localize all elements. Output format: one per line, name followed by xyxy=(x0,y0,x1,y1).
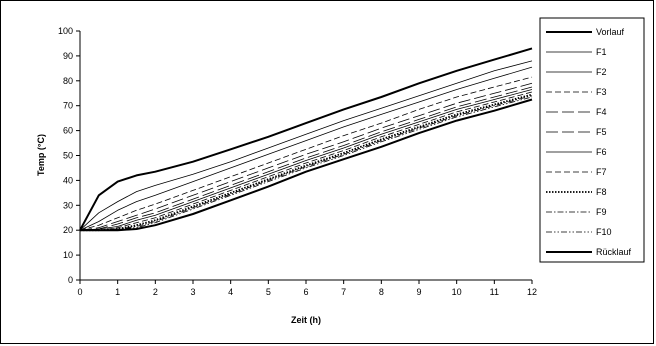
series-line xyxy=(79,47,533,231)
series-line xyxy=(80,95,533,231)
x-tick-label: 5 xyxy=(266,287,271,297)
x-tick-label: 8 xyxy=(379,287,384,297)
y-tick-label: 70 xyxy=(63,101,73,111)
series-line xyxy=(79,89,533,231)
legend-label: F9 xyxy=(596,207,607,217)
y-tick-label: 90 xyxy=(63,51,73,61)
legend-label: F6 xyxy=(596,147,607,157)
y-tick-label: 10 xyxy=(63,250,73,260)
series-line xyxy=(79,66,533,231)
legend-label: F10 xyxy=(596,227,612,237)
legend-label: F2 xyxy=(596,67,607,77)
x-tick-label: 6 xyxy=(303,287,308,297)
x-tick-label: 1 xyxy=(115,287,120,297)
legend-label: F8 xyxy=(596,187,607,197)
series-line xyxy=(79,82,533,231)
y-tick-label: 60 xyxy=(63,126,73,136)
y-axis-label: Temp (°C) xyxy=(36,134,46,176)
series-line xyxy=(80,93,533,232)
legend-label: F4 xyxy=(596,107,607,117)
y-tick-label: 80 xyxy=(63,76,73,86)
series-line xyxy=(79,86,533,231)
series-line xyxy=(80,96,533,231)
x-tick-label: 4 xyxy=(228,287,233,297)
legend-box xyxy=(539,17,645,263)
y-tick-label: 0 xyxy=(68,275,73,285)
x-tick-label: 10 xyxy=(452,287,462,297)
legend-label: F3 xyxy=(596,87,607,97)
series-line xyxy=(79,76,533,231)
y-tick-label: 30 xyxy=(63,200,73,210)
legend-label: F7 xyxy=(596,167,607,177)
legend-label: Rücklauf xyxy=(596,247,632,257)
y-tick-label: 50 xyxy=(63,151,73,161)
legend-label: F1 xyxy=(596,47,607,57)
legend-label: F5 xyxy=(596,127,607,137)
x-tick-label: 12 xyxy=(527,287,537,297)
x-tick-label: 7 xyxy=(341,287,346,297)
series-lines xyxy=(79,47,533,232)
x-axis-label: Zeit (h) xyxy=(291,315,321,325)
x-tick-label: 11 xyxy=(490,287,499,297)
series-line xyxy=(80,98,533,232)
series-line xyxy=(79,60,533,231)
y-tick-label: 100 xyxy=(58,26,73,36)
x-tick-label: 0 xyxy=(77,287,82,297)
legend: Vorlauf F1 F2 F3 F4 F5 F6 F7 F8 F9 F10 Rücklauf xyxy=(539,17,645,263)
y-tick-label: 40 xyxy=(63,175,73,185)
x-tick-label: 2 xyxy=(153,287,158,297)
y-tick-label: 20 xyxy=(63,225,73,235)
x-tick-label: 9 xyxy=(416,287,421,297)
legend-label: Vorlauf xyxy=(596,27,625,37)
x-tick-label: 3 xyxy=(190,287,195,297)
series-line xyxy=(80,91,533,231)
